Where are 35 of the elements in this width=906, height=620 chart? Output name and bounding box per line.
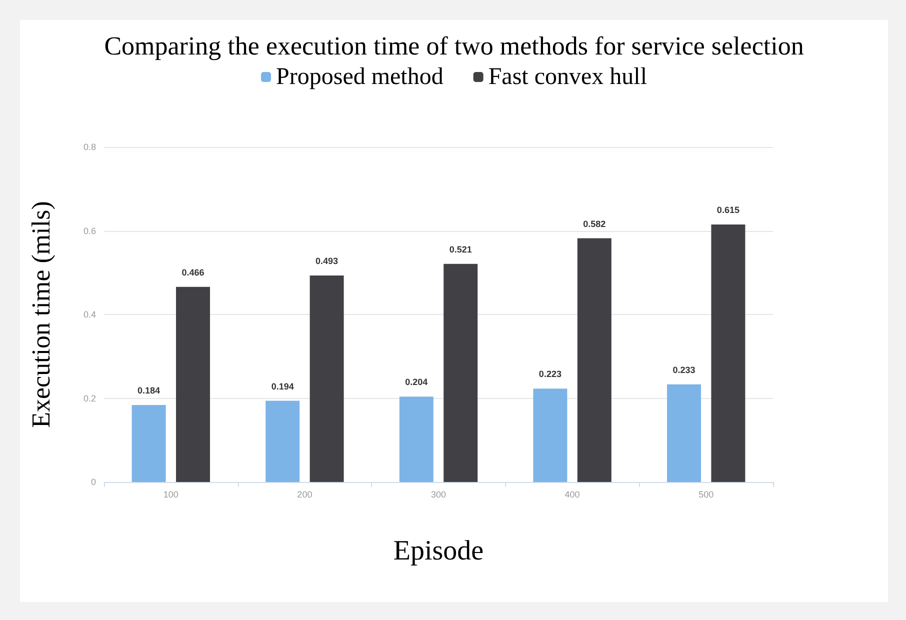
data-label: 0.233 [672, 364, 696, 375]
data-label: 0.223 [538, 369, 562, 380]
bar [444, 264, 478, 482]
x-tick-label: 300 [430, 490, 446, 500]
data-label: 0.521 [449, 244, 472, 254]
x-tick-label: 500 [698, 490, 714, 500]
x-tick-label: 200 [297, 490, 312, 500]
x-axis-title: Episode [393, 536, 484, 566]
bar [399, 396, 434, 482]
y-axis-title: Execution time (mils) [26, 201, 56, 428]
x-tick-label: 400 [564, 490, 580, 500]
y-tick-label: 0 [90, 477, 96, 487]
legend-label: Proposed method [276, 64, 444, 90]
bar [667, 384, 701, 482]
data-label: 0.582 [583, 218, 606, 229]
bar [176, 286, 210, 482]
y-tick-label: 0.6 [83, 226, 96, 236]
bar [577, 238, 612, 482]
chart-title: Comparing the execution time of two methods for service selection [104, 32, 804, 60]
bar [533, 388, 568, 482]
bar [711, 224, 746, 482]
data-label: 0.184 [138, 385, 160, 396]
data-label: 0.466 [182, 267, 204, 278]
data-label: 0.204 [405, 377, 428, 388]
y-tick-label: 0.2 [83, 393, 96, 404]
legend-label: Fast convex hull [488, 64, 648, 90]
data-label: 0.194 [271, 381, 294, 392]
bar [310, 276, 344, 482]
y-tick-label: 0.8 [83, 142, 96, 152]
bar [266, 400, 300, 482]
data-label: 0.493 [316, 256, 338, 266]
bar [132, 404, 166, 482]
x-tick-label: 100 [163, 490, 178, 500]
y-tick-label: 0.4 [83, 310, 96, 320]
data-label: 0.615 [716, 204, 740, 215]
